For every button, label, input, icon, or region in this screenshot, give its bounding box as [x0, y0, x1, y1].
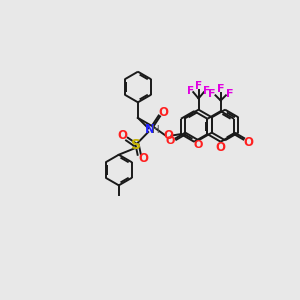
Text: O: O: [158, 106, 169, 119]
Text: F: F: [217, 84, 224, 94]
Text: F: F: [208, 89, 216, 99]
Text: S: S: [131, 138, 141, 152]
Text: O: O: [117, 129, 127, 142]
Text: O: O: [216, 141, 226, 154]
Text: F: F: [187, 86, 194, 96]
Text: F: F: [203, 86, 210, 96]
Text: F: F: [226, 89, 233, 99]
Text: F: F: [195, 81, 202, 91]
Text: O: O: [194, 140, 203, 150]
Text: O: O: [244, 136, 254, 149]
Text: O: O: [138, 152, 148, 165]
Text: H: H: [152, 125, 160, 135]
Text: O: O: [165, 136, 175, 146]
Text: N: N: [145, 123, 155, 136]
Text: O: O: [164, 129, 173, 142]
